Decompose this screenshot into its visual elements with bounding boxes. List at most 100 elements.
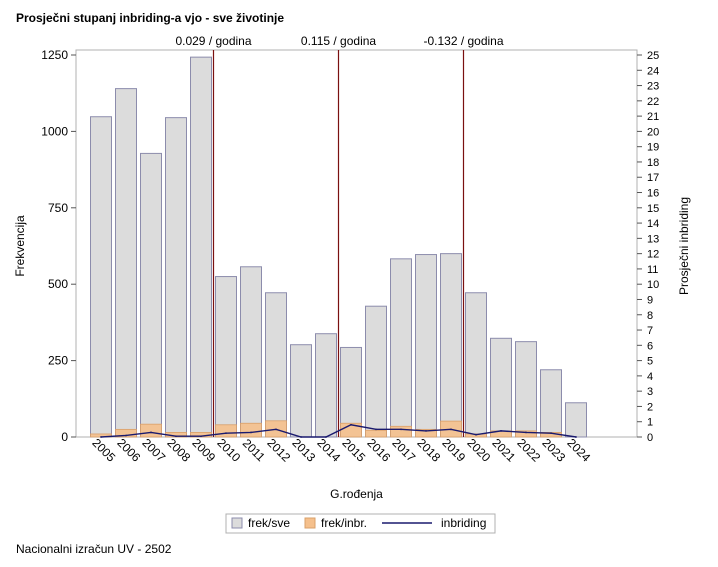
x-axis-tick-label: 2020 xyxy=(464,436,493,465)
x-axis-tick-label: 2017 xyxy=(389,436,418,465)
y2-axis-tick-label: 20 xyxy=(647,126,659,138)
inbriding-point-2011 xyxy=(250,431,252,434)
y2-axis-tick-label: 8 xyxy=(647,310,653,322)
y2-axis-tick-label: 9 xyxy=(647,294,653,306)
inbriding-point-2014 xyxy=(325,436,327,438)
legend-label-frek-sve: frek/sve xyxy=(248,516,290,530)
y2-axis-tick-label: 18 xyxy=(647,157,659,169)
bar-frek-sve-2021 xyxy=(490,337,512,438)
bar-frek-inbr-2011 xyxy=(240,422,262,438)
bar-frek-sve-2023 xyxy=(540,369,562,438)
footer-note: Nacionalni izračun UV - 2502 xyxy=(16,542,172,556)
x-axis-tick-label: 2014 xyxy=(314,436,343,465)
x-axis-tick-label: 2011 xyxy=(240,436,268,464)
y2-axis-tick-label: 2 xyxy=(647,401,653,413)
inbriding-point-2007 xyxy=(150,431,152,434)
bar-frek-sve-2006 xyxy=(115,88,137,438)
y2-axis-tick-label: 23 xyxy=(647,81,659,93)
bar-frek-sve-2017 xyxy=(390,258,412,438)
y-axis-tick-label: 250 xyxy=(48,354,68,368)
y-axis-tick-label: 1250 xyxy=(41,48,68,62)
inbriding-point-2005 xyxy=(100,436,102,438)
reference-line-label: 0.029 / godina xyxy=(175,34,251,48)
bar-frek-inbr-2018 xyxy=(415,428,437,438)
inbriding-point-2013 xyxy=(300,436,302,438)
y2-axis-tick-label: 3 xyxy=(647,386,653,398)
bar-frek-sve-2020 xyxy=(465,292,487,438)
x-axis-tick-label: 2016 xyxy=(364,436,393,465)
bar-frek-sve-2013 xyxy=(290,344,312,438)
y2-axis-tick-label: 5 xyxy=(647,356,653,368)
bar-frek-sve-2022 xyxy=(515,341,537,438)
inbriding-point-2022 xyxy=(525,431,527,434)
reference-line-label: 0.115 / godina xyxy=(301,34,377,48)
bar-frek-sve-2016 xyxy=(365,305,387,438)
inbriding-point-2015 xyxy=(350,423,352,426)
legend-label-inbriding: inbriding xyxy=(441,516,486,530)
y-axis-tick-label: 750 xyxy=(48,201,68,215)
inbriding-point-2012 xyxy=(275,428,277,431)
bar-frek-sve-2008 xyxy=(165,117,187,438)
y2-axis-tick-label: 1 xyxy=(647,417,653,429)
y2-axis-tick-label: 4 xyxy=(647,371,653,383)
bar-frek-sve-2010 xyxy=(215,276,237,438)
bar-frek-inbr-2017 xyxy=(390,425,412,438)
x-axis-tick-label: 2024 xyxy=(564,436,593,465)
legend-frame xyxy=(225,513,496,534)
bar-frek-inbr-2016 xyxy=(365,429,387,438)
y2-axis-tick-label: 25 xyxy=(647,50,659,62)
bar-frek-inbr-2010 xyxy=(215,424,237,438)
y2-axis-tick-label: 11 xyxy=(647,264,658,276)
x-axis-tick-label: 2007 xyxy=(139,436,168,465)
x-axis-tick-label: 2005 xyxy=(89,436,118,465)
y2-axis-tick-label: 15 xyxy=(647,203,659,215)
inbriding-point-2008 xyxy=(175,435,177,438)
bar-frek-sve-2007 xyxy=(140,152,162,438)
y2-axis-tick-label: 21 xyxy=(647,111,659,123)
y2-axis-tick-label: 0 xyxy=(647,432,653,444)
x-axis-tick-label: 2021 xyxy=(489,436,518,465)
y2-axis-tick-label: 10 xyxy=(647,279,659,291)
bar-frek-sve-2012 xyxy=(265,292,287,438)
y-axis-tick-label: 0 xyxy=(61,430,68,444)
inbriding-point-2024 xyxy=(575,436,577,438)
bar-frek-sve-2019 xyxy=(440,253,462,438)
chart-title: Prosječni stupanj inbriding-a vjo - sve … xyxy=(16,11,285,25)
legend-swatch-frek-sve xyxy=(231,517,243,529)
x-axis-tick-label: 2010 xyxy=(214,436,243,465)
y-axis-title: Frekvencija xyxy=(13,215,27,277)
bar-frek-sve-2011 xyxy=(240,266,262,438)
bar-frek-inbr-2006 xyxy=(115,428,137,438)
x-axis-tick-label: 2009 xyxy=(189,436,218,465)
y2-axis-tick-label: 16 xyxy=(647,188,659,200)
x-axis-tick-label: 2012 xyxy=(264,436,293,465)
x-axis-tick-label: 2022 xyxy=(514,436,543,465)
reference-line-label: -0.132 / godina xyxy=(423,34,503,48)
x-axis-tick-label: 2018 xyxy=(414,436,443,465)
x-axis-tick-label: 2013 xyxy=(289,436,318,465)
y-axis-tick-label: 1000 xyxy=(41,124,68,138)
inbriding-point-2010 xyxy=(225,432,227,435)
inbriding-point-2019 xyxy=(450,428,452,431)
inbriding-point-2009 xyxy=(200,435,202,438)
bar-frek-sve-2014 xyxy=(315,333,337,438)
y2-axis-tick-label: 24 xyxy=(647,65,659,77)
inbriding-point-2017 xyxy=(400,428,402,431)
y2-axis-title: Prosječni inbriding xyxy=(677,197,691,295)
inbriding-point-2021 xyxy=(500,429,502,432)
y2-axis-tick-label: 19 xyxy=(647,142,659,154)
legend-swatch-frek-inbr xyxy=(304,517,316,529)
bar-frek-sve-2009 xyxy=(190,56,212,438)
y2-axis-tick-label: 22 xyxy=(647,96,659,108)
inbriding-point-2023 xyxy=(550,432,552,435)
x-axis-tick-label: 2019 xyxy=(439,436,468,465)
bar-frek-inbr-2007 xyxy=(140,423,162,438)
y-axis-tick-label: 500 xyxy=(48,277,68,291)
bar-frek-sve-2018 xyxy=(415,254,437,438)
inbriding-point-2020 xyxy=(475,433,477,436)
bar-frek-sve-2024 xyxy=(565,402,587,438)
inbriding-point-2016 xyxy=(375,428,377,431)
y2-axis-tick-label: 14 xyxy=(647,218,659,230)
x-axis-tick-label: 2023 xyxy=(539,436,568,465)
